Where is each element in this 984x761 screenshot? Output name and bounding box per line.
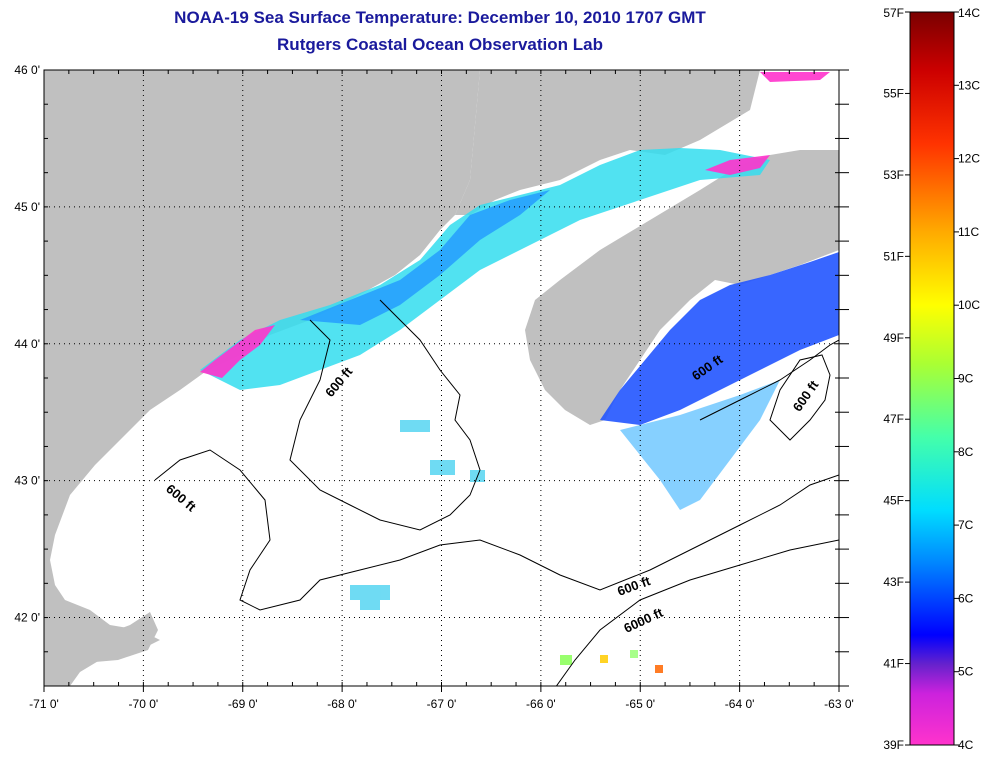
page-title: NOAA-19 Sea Surface Temperature: Decembe…: [174, 8, 706, 27]
colorbar-c-label: 11C: [958, 225, 979, 239]
colorbar-f-label: 49F: [883, 331, 904, 345]
y-tick-label: 45 0': [14, 200, 40, 214]
sst-magenta-ne: [760, 72, 830, 82]
y-tick-label: 46 0': [14, 63, 40, 77]
colorbar-f-label: 41F: [883, 657, 904, 671]
x-tick-label: -66 0': [526, 697, 556, 711]
colorbar-c-label: 7C: [958, 518, 974, 532]
colorbar-f-label: 43F: [883, 575, 904, 589]
colorbar-f-label: 57F: [883, 6, 904, 20]
x-axis-labels: -71 0' -70 0' -69 0' -68 0' -67 0' -66 0' -65 …: [29, 697, 854, 711]
colorbar-c-label: 6C: [958, 591, 974, 605]
land-cape-cod: [90, 612, 158, 662]
colorbar-c-label: 12C: [958, 152, 980, 166]
y-axis-labels: 46 0' 45 0' 44 0' 43 0' 42 0': [14, 63, 40, 625]
colorbar-c-label: 4C: [958, 738, 974, 752]
x-tick-label: -64 0': [725, 697, 755, 711]
x-tick-label: -70 0': [129, 697, 159, 711]
x-tick-label: -71 0': [29, 697, 59, 711]
colorbar-c-label: 13C: [958, 78, 980, 92]
x-tick-label: -69 0': [228, 697, 258, 711]
colorbar-c-label: 10C: [958, 298, 980, 312]
colorbar-c-label: 9C: [958, 372, 974, 386]
y-tick-label: 44 0': [14, 337, 40, 351]
sst-magenta-fundy: [705, 155, 770, 175]
colorbar-ticks: [905, 11, 959, 746]
colorbar-fahrenheit-labels: 57F 55F 53F 51F 49F 47F 45F 43F 41F 39F: [883, 6, 904, 752]
x-tick-label: -65 0': [625, 697, 655, 711]
colorbar-f-label: 53F: [883, 168, 904, 182]
sst-band-nova-scotia: [600, 252, 839, 425]
y-tick-label: 42 0': [14, 611, 40, 625]
x-tick-label: -63 0': [824, 697, 854, 711]
sst-magenta-coast: [200, 325, 275, 378]
map-layers: [44, 70, 839, 686]
colorbar-celsius-labels: 14C 13C 12C 11C 10C 9C 8C 7C 6C 5C 4C: [958, 6, 980, 752]
land-new-brunswick: [455, 70, 760, 215]
colorbar-f-label: 45F: [883, 494, 904, 508]
sst-band-gulf-of-maine: [200, 148, 770, 390]
x-tick-label: -68 0': [327, 697, 357, 711]
colorbar-c-label: 8C: [958, 445, 974, 459]
sst-band-gulf-of-maine-blue: [300, 190, 550, 325]
axis-ticks: [43, 69, 849, 692]
x-tick-label: -67 0': [427, 697, 457, 711]
depth-contours: [154, 299, 839, 686]
colorbar-f-label: 55F: [883, 86, 904, 100]
y-tick-label: 43 0': [14, 474, 40, 488]
colorbar: [909, 11, 955, 746]
sst-speckles-warm: [560, 650, 663, 673]
bay-of-fundy: [520, 165, 720, 290]
colorbar-c-label: 5C: [958, 665, 974, 679]
sst-band-nova-scotia-speckle: [620, 380, 780, 510]
page-subtitle: Rutgers Coastal Ocean Observation Lab: [277, 35, 603, 54]
colorbar-f-label: 47F: [883, 412, 904, 426]
colorbar-f-label: 51F: [883, 249, 904, 263]
colorbar-c-label: 14C: [958, 6, 980, 20]
land-new-england: [44, 70, 480, 686]
sst-speckles-georges-bank: [350, 420, 485, 610]
colorbar-f-label: 39F: [883, 738, 904, 752]
